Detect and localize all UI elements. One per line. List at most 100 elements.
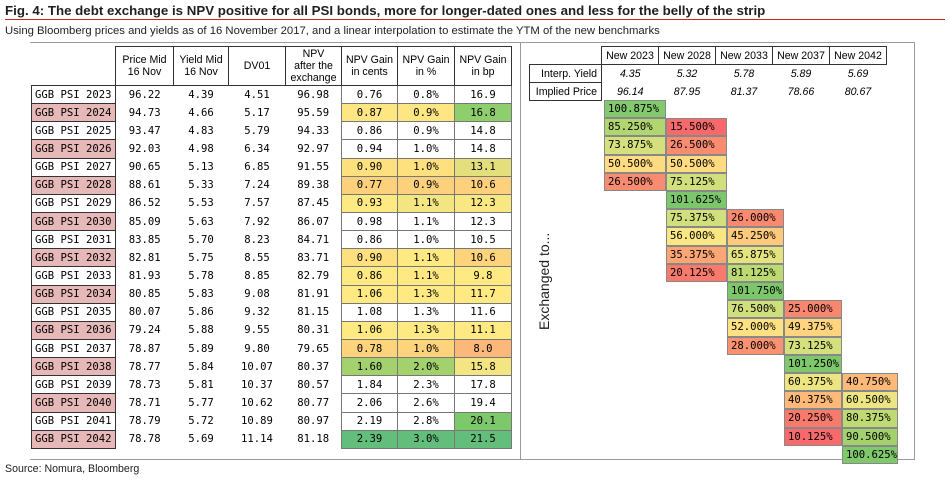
interp-yield-value: 4.35	[619, 67, 641, 80]
gain-cents: 0.93	[341, 193, 398, 213]
bond-name: GGB PSI 2031	[31, 230, 116, 250]
npv-value: 89.38	[297, 179, 330, 192]
price-mid: 86.52	[128, 197, 161, 210]
gain-bp: 9.8	[454, 266, 512, 286]
bench-header: New 2028	[658, 46, 716, 65]
benchmark-table: New 2023 New 2028 New 2033 New 2037 New …	[529, 46, 887, 101]
gain-pct: 1.0%	[397, 230, 455, 250]
exchange-cell: 10.125%	[784, 427, 842, 446]
gain-pct: 1.0%	[397, 139, 455, 159]
dv01-value: 8.23	[244, 233, 270, 246]
npv-value: 82.79	[297, 269, 330, 282]
yield-mid: 5.83	[188, 288, 214, 301]
header-blank	[32, 47, 116, 86]
gain-pct: 1.3%	[397, 320, 455, 340]
exchange-cell: 85.250%	[604, 118, 666, 137]
exchange-cell: 28.000%	[727, 336, 784, 355]
price-mid: 85.09	[128, 215, 161, 228]
bond-name: GGB PSI 2041	[31, 411, 116, 431]
price-mid: 78.79	[128, 415, 161, 428]
gain-pct: 0.9%	[397, 175, 455, 195]
gain-pct: 1.1%	[397, 248, 455, 268]
dv01-value: 8.85	[244, 269, 270, 282]
bond-name: GGB PSI 2023	[31, 84, 116, 105]
bond-row: GGB PSI 2030 85.09 5.63 7.92 86.07 0.98 1.1% 12…	[31, 211, 512, 232]
figure-subtitle: Using Bloomberg prices and yields as of …	[5, 25, 660, 37]
gain-cents: 0.77	[341, 175, 398, 195]
table-frame	[30, 42, 915, 460]
header-dv01: DV01	[228, 46, 286, 86]
gain-bp: 19.4	[454, 393, 512, 413]
dv01-value: 10.37	[241, 378, 273, 391]
gain-cents: 0.90	[341, 157, 398, 177]
bond-row: GGB PSI 2034 80.85 5.83 9.08 81.91 1.06 1.3% 11…	[31, 284, 512, 304]
yield-mid: 5.88	[188, 324, 214, 337]
dv01-value: 9.08	[244, 288, 270, 301]
yield-mid: 5.53	[188, 197, 214, 210]
dv01-value: 11.14	[241, 433, 273, 446]
bond-row: GGB PSI 2028 88.61 5.33 7.24 89.38 0.77 0.9% 10…	[31, 175, 512, 195]
exchange-cell: 20.125%	[666, 263, 727, 282]
exchange-cell: 101.750%	[727, 282, 784, 301]
price-mid: 93.47	[128, 124, 161, 137]
exchange-cell: 20.250%	[784, 409, 842, 428]
gain-cents: 0.86	[341, 121, 398, 141]
left-header-row: Price Mid 16 Nov Yield Mid 16 Nov DV01 NPV…	[32, 46, 512, 86]
bond-name: GGB PSI 2030	[31, 211, 116, 232]
npv-value: 80.97	[297, 415, 330, 428]
gain-cents: 1.06	[341, 284, 398, 304]
gain-cents: 0.76	[341, 84, 398, 105]
yield-mid: 5.33	[188, 179, 214, 192]
exchange-cell: 25.000%	[784, 300, 842, 319]
exchange-cell: 90.500%	[842, 427, 898, 446]
bond-row: GGB PSI 2031 83.85 5.70 8.23 84.71 0.86 1.0% 10…	[31, 230, 512, 250]
exchanged-to-label: Exchanged to...	[536, 232, 552, 330]
bond-name: GGB PSI 2035	[31, 302, 116, 322]
bond-name: GGB PSI 2025	[31, 121, 116, 141]
bond-row: GGB PSI 2025 93.47 4.83 5.79 94.33 0.86 0.9% 14…	[31, 121, 512, 141]
benchmark-header-row: New 2023 New 2028 New 2033 New 2037 New …	[530, 46, 887, 65]
exchange-cell: 80.375%	[842, 409, 898, 428]
gain-bp: 11.7	[454, 284, 512, 304]
exchange-cell: 101.250%	[784, 354, 842, 373]
price-mid: 78.73	[128, 378, 161, 391]
gain-pct: 2.0%	[397, 357, 455, 377]
gain-cents: 2.39	[341, 429, 398, 449]
gain-cents: 2.19	[341, 411, 398, 431]
header-gain-pct: NPV Gain in %	[397, 46, 455, 86]
interp-yield-value: 5.78	[733, 67, 755, 80]
gain-pct: 1.3%	[397, 284, 455, 304]
source-note: Source: Nomura, Bloomberg	[5, 463, 140, 475]
yield-mid: 5.75	[188, 251, 214, 264]
dv01-value: 6.85	[244, 161, 270, 174]
dv01-value: 7.24	[244, 179, 270, 192]
gain-pct: 0.9%	[397, 103, 455, 123]
gain-bp: 12.3	[454, 211, 512, 232]
price-mid: 81.93	[128, 269, 161, 282]
benchmark-corner	[530, 47, 602, 65]
exchange-cell: 75.125%	[666, 172, 727, 191]
implied-price-value: 78.66	[787, 85, 815, 98]
divider-right	[914, 43, 915, 459]
exchange-cell: 45.250%	[727, 227, 784, 246]
yield-mid: 5.78	[188, 269, 214, 282]
dv01-value: 5.79	[244, 124, 270, 137]
exchange-cell: 101.625%	[666, 191, 727, 210]
exchange-cell: 100.625%	[842, 445, 898, 464]
bond-row: GGB PSI 2038 78.77 5.84 10.07 80.37 1.60 2.0% 1…	[31, 357, 512, 377]
npv-value: 80.37	[297, 360, 330, 373]
exchange-cell: 26.500%	[604, 172, 666, 191]
bench-header: New 2037	[772, 46, 830, 65]
yield-mid: 4.98	[188, 142, 214, 155]
exchange-cell: 75.375%	[666, 209, 727, 228]
gain-pct: 2.8%	[397, 411, 455, 431]
bond-name: GGB PSI 2036	[31, 320, 116, 340]
dv01-value: 10.89	[241, 415, 273, 428]
exchange-cell: 100.875%	[604, 100, 666, 119]
dv01-value: 5.17	[244, 106, 270, 119]
exchange-cell: 73.125%	[784, 336, 842, 355]
yield-mid: 4.39	[188, 88, 214, 101]
gain-pct: 1.0%	[397, 157, 455, 177]
exchange-cell: 60.375%	[784, 373, 842, 392]
gain-bp: 10.5	[454, 230, 512, 250]
